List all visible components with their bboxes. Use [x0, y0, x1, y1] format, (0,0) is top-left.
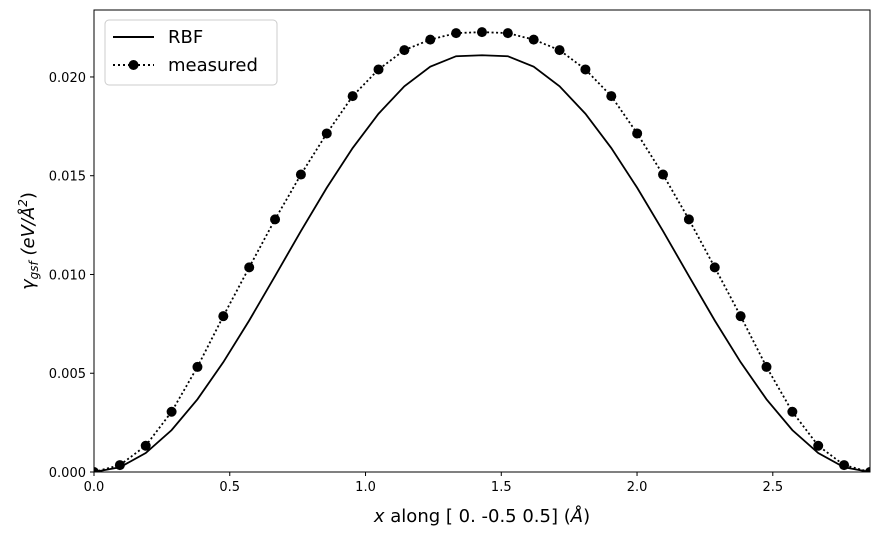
y-axis-label-symbol: γ	[18, 278, 39, 290]
data-point-measured	[114, 460, 125, 471]
data-point-measured	[451, 28, 462, 39]
data-point-measured	[166, 406, 177, 417]
data-point-measured	[425, 34, 436, 45]
x-axis-label: x along [ 0. -0.5 0.5] (Å)	[373, 505, 590, 527]
data-point-measured	[373, 64, 384, 75]
x-tick-label: 2.0	[627, 480, 648, 495]
data-point-measured	[735, 311, 746, 322]
data-point-measured	[270, 214, 281, 225]
data-point-measured	[787, 406, 798, 417]
legend-measured-marker	[128, 60, 139, 70]
x-tick-label: 1.5	[491, 480, 512, 495]
data-point-measured	[476, 27, 487, 38]
data-point-measured	[244, 262, 255, 273]
data-point-measured	[502, 28, 513, 39]
x-tick-label: 1.0	[355, 480, 376, 495]
data-point-measured	[813, 440, 824, 451]
y-axis-label: γgsf (eV/Å2)	[16, 192, 41, 290]
data-point-measured	[140, 440, 151, 451]
data-point-measured	[580, 64, 591, 75]
data-point-measured	[761, 361, 772, 372]
data-point-measured	[399, 45, 410, 56]
plot-area	[93, 9, 871, 473]
x-tick-label: 2.5	[762, 480, 783, 495]
data-point-measured	[347, 91, 358, 102]
data-point-measured	[94, 467, 99, 472]
data-point-measured	[658, 169, 669, 180]
x-tick-label: 0.0	[84, 480, 105, 495]
x-axis-label-unit: Å	[570, 505, 583, 527]
data-point-measured	[864, 467, 870, 472]
y-axis-label-close: )	[18, 192, 39, 199]
data-point-measured	[192, 361, 203, 372]
y-tick-label: 0.020	[49, 71, 86, 86]
data-point-measured	[709, 262, 720, 273]
x-axis-label-text: along [ 0. -0.5 0.5] (	[385, 506, 571, 527]
y-tick-label: 0.005	[49, 367, 86, 382]
data-point-measured	[528, 34, 539, 45]
y-tick-label: 0.015	[49, 170, 86, 185]
data-point-measured	[321, 128, 332, 139]
x-axis-label-close: )	[583, 506, 590, 527]
series-line-rbf	[94, 54, 870, 472]
data-point-measured	[632, 128, 643, 139]
legend-rbf-label: RBF	[168, 27, 203, 48]
data-point-measured	[554, 45, 565, 56]
y-tick-label: 0.010	[49, 268, 86, 283]
data-point-measured	[295, 169, 306, 180]
data-point-measured	[218, 311, 229, 322]
x-tick-label: 0.5	[219, 480, 240, 495]
legend-measured-label: measured	[168, 55, 258, 76]
axes-frame	[93, 9, 871, 473]
y-axis-label-exponent: 2	[16, 199, 30, 207]
y-axis-label-unit: (eV/Å	[17, 207, 39, 262]
data-point-measured	[683, 214, 694, 225]
data-point-measured	[606, 91, 617, 102]
y-tick-label: 0.000	[49, 466, 86, 481]
x-axis-ticks: 0.0 0.5 1.0 1.5 2.0 2.5	[84, 472, 783, 495]
series-line-measured	[94, 31, 870, 472]
y-axis-label-subscript: gsf	[27, 259, 41, 279]
data-point-measured	[839, 460, 850, 471]
legend: RBF measured	[104, 19, 278, 86]
y-axis-ticks: 0.000 0.005 0.010 0.015 0.020	[49, 71, 94, 481]
x-axis-label-var: x	[373, 506, 385, 527]
